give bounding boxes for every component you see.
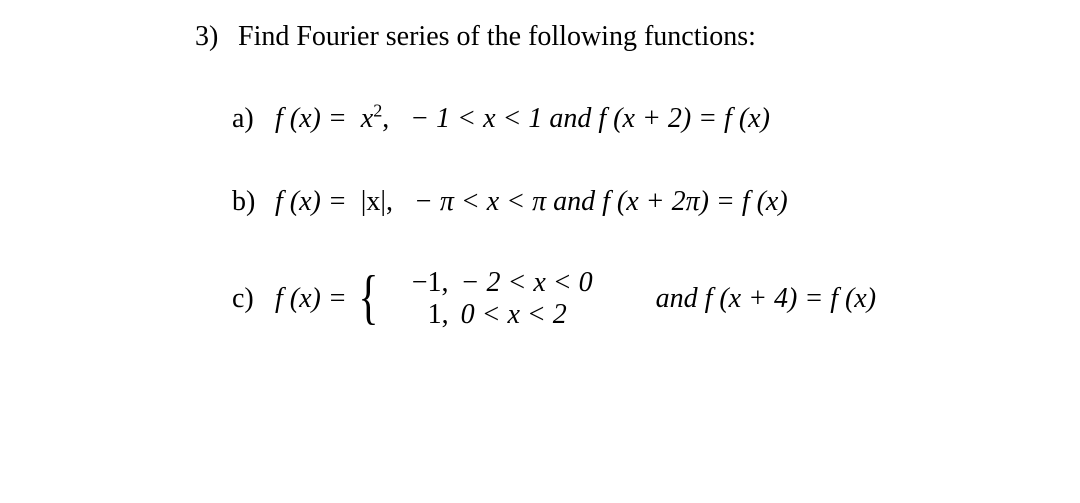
- item-c-lhs: f (x) =: [275, 282, 347, 316]
- item-b-math: f (x) = |x|, − π < x < π and f (x + 2π) …: [275, 185, 788, 219]
- item-a-comma: ,: [382, 103, 389, 134]
- item-b: b) f (x) = |x|, − π < x < π and f (x + 2…: [232, 183, 876, 218]
- page: { "colors": { "text": "#000000", "backgr…: [0, 0, 1080, 503]
- piece-rows: −1, − 2 < x < 0 1, 0 < x < 2: [387, 267, 641, 331]
- question-prompt: Find Fourier series of the following fun…: [238, 21, 756, 52]
- item-a-math: f (x) = x2, − 1 < x < 1 and f (x + 2) = …: [275, 102, 770, 136]
- item-b-comma: ,: [386, 186, 393, 217]
- piece-row-0: −1, − 2 < x < 0: [387, 267, 641, 299]
- piece-0-value: −1,: [387, 267, 461, 299]
- items-container: a) f (x) = x2, − 1 < x < 1 and f (x + 2)…: [232, 100, 876, 379]
- item-c-period: f (x + 4) = f (x): [705, 283, 877, 314]
- item-c-label: c): [232, 282, 268, 316]
- item-b-period: f (x + 2π) = f (x): [602, 186, 788, 217]
- piece-row-1: 1, 0 < x < 2: [387, 299, 641, 331]
- piece-1-cond: 0 < x < 2: [461, 299, 641, 331]
- piece-1-value: 1,: [387, 299, 461, 331]
- question-number: 3): [195, 20, 231, 54]
- item-b-and: and: [553, 186, 595, 217]
- item-b-label: b): [232, 185, 268, 219]
- item-a-and: and: [549, 103, 591, 134]
- item-b-rhs: |x|: [361, 186, 386, 217]
- item-a-rhs-base: x: [361, 103, 373, 134]
- item-a: a) f (x) = x2, − 1 < x < 1 and f (x + 2)…: [232, 100, 876, 135]
- item-b-domain: − π < x < π: [414, 186, 546, 217]
- item-c-piecewise: { −1, − 2 < x < 0 1, 0 < x < 2: [354, 267, 641, 331]
- item-a-lhs: f (x) =: [275, 103, 354, 134]
- item-c-and: and: [656, 283, 698, 314]
- piece-0-cond: − 2 < x < 0: [461, 267, 641, 299]
- item-a-rhs-exp: 2: [373, 100, 382, 120]
- item-c: c) f (x) = { −1, − 2 < x < 0 1, 0 < x < …: [232, 267, 876, 331]
- item-a-label: a): [232, 102, 268, 136]
- question-line: 3) Find Fourier series of the following …: [195, 20, 756, 54]
- item-a-period: f (x + 2) = f (x): [598, 103, 770, 134]
- item-a-domain: − 1 < x < 1: [410, 103, 542, 134]
- item-c-after: and f (x + 4) = f (x): [656, 282, 877, 316]
- item-b-lhs: f (x) =: [275, 186, 354, 217]
- left-brace-icon: {: [358, 267, 378, 327]
